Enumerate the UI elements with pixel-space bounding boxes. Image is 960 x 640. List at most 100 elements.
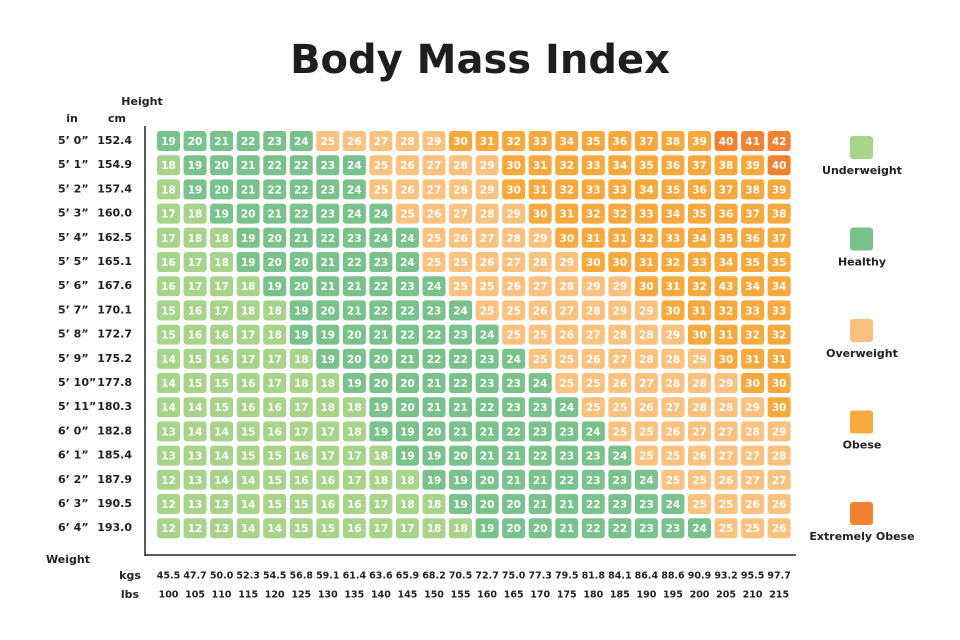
cell-value: 17 (347, 475, 362, 487)
cell-value: 17 (374, 499, 389, 511)
kg-tick-label: 45.5 (157, 571, 180, 582)
cell-value: 18 (320, 402, 335, 414)
cell (395, 397, 419, 418)
cell-value: 41 (745, 136, 760, 148)
cell (475, 494, 499, 514)
cell (422, 252, 446, 272)
cell-value: 18 (188, 209, 203, 221)
cell (608, 324, 632, 345)
cell (555, 203, 579, 224)
cell (449, 227, 473, 248)
cell-value: 28 (692, 378, 707, 390)
cell (741, 421, 765, 442)
cell-value: 30 (586, 257, 601, 269)
cell (555, 324, 579, 345)
cell-value: 33 (772, 305, 787, 317)
cell-value: 21 (506, 451, 521, 463)
cell (236, 373, 260, 393)
cell-value: 22 (533, 451, 548, 463)
cell-value: 16 (241, 378, 256, 390)
cell-value: 26 (745, 499, 760, 511)
lb-tick-label: 130 (318, 590, 338, 601)
cell (395, 373, 419, 393)
kg-tick-label: 63.6 (369, 571, 393, 582)
cell-value: 14 (241, 499, 256, 511)
lb-tick-label: 100 (159, 590, 179, 601)
legend-label: Obese (843, 439, 882, 452)
cell-value: 31 (745, 354, 760, 366)
cell (688, 397, 711, 418)
cell-value: 22 (374, 281, 389, 293)
cell-value: 17 (267, 354, 282, 366)
cell-value: 27 (559, 305, 574, 317)
cell (183, 203, 207, 224)
cell (555, 494, 579, 514)
cell-value: 33 (692, 257, 707, 269)
cell (528, 518, 552, 539)
cell (581, 203, 605, 224)
cell (316, 179, 340, 200)
cell-value: 30 (772, 402, 787, 414)
cell (502, 518, 526, 539)
cell-value: 14 (241, 523, 256, 535)
cell-value: 31 (666, 281, 681, 293)
cell-value: 14 (267, 523, 282, 535)
cm-label: cm (108, 112, 126, 125)
row-inch: 5’ 1” (58, 158, 89, 171)
cell (395, 421, 419, 442)
cell-value: 23 (320, 209, 335, 221)
cell-value: 32 (692, 281, 707, 293)
cell-value: 27 (745, 475, 760, 487)
cell (475, 155, 499, 176)
cell-value: 27 (506, 257, 521, 269)
kg-tick-label: 84.1 (608, 571, 631, 582)
cell (741, 227, 765, 248)
cell (449, 131, 473, 151)
cell-value: 32 (559, 184, 574, 196)
kg-tick-label: 68.2 (422, 571, 445, 582)
cell-value: 33 (745, 305, 760, 317)
cell (661, 421, 685, 442)
cell (688, 131, 711, 151)
cell (661, 203, 685, 224)
cell-value: 25 (559, 354, 574, 366)
cell (316, 518, 340, 539)
cell-value: 26 (613, 378, 628, 390)
cell-value: 29 (719, 378, 734, 390)
cell (502, 397, 526, 418)
cell (316, 445, 340, 466)
cell-value: 26 (559, 330, 574, 342)
cell (157, 373, 180, 393)
cell-value: 13 (161, 451, 176, 463)
cell (210, 445, 234, 466)
cell-value: 23 (480, 378, 495, 390)
cell (157, 348, 180, 369)
cell-value: 20 (320, 305, 335, 317)
cell (210, 131, 234, 151)
cell (157, 421, 180, 442)
cell (422, 276, 446, 297)
cell-value: 18 (400, 499, 415, 511)
legend-swatch (850, 136, 873, 159)
cell (767, 348, 791, 369)
cell-value: 23 (506, 378, 521, 390)
cell-value: 23 (586, 451, 601, 463)
row-cm: 154.9 (97, 158, 132, 171)
cell (289, 494, 313, 514)
cell-value: 22 (241, 136, 256, 148)
inch-label: in (66, 112, 78, 125)
cell-value: 16 (188, 330, 203, 342)
lb-tick-label: 210 (743, 590, 763, 601)
cell-value: 25 (427, 257, 442, 269)
cell-value: 17 (320, 451, 335, 463)
cell-value: 14 (214, 451, 229, 463)
cell-value: 15 (214, 378, 229, 390)
cell-value: 17 (214, 305, 229, 317)
cell (369, 421, 393, 442)
cell (157, 203, 180, 224)
cell-value: 19 (241, 233, 256, 245)
cell (555, 445, 579, 466)
cell-value: 28 (480, 209, 495, 221)
row-inch: 5’ 9” (58, 352, 89, 365)
cell (502, 179, 526, 200)
